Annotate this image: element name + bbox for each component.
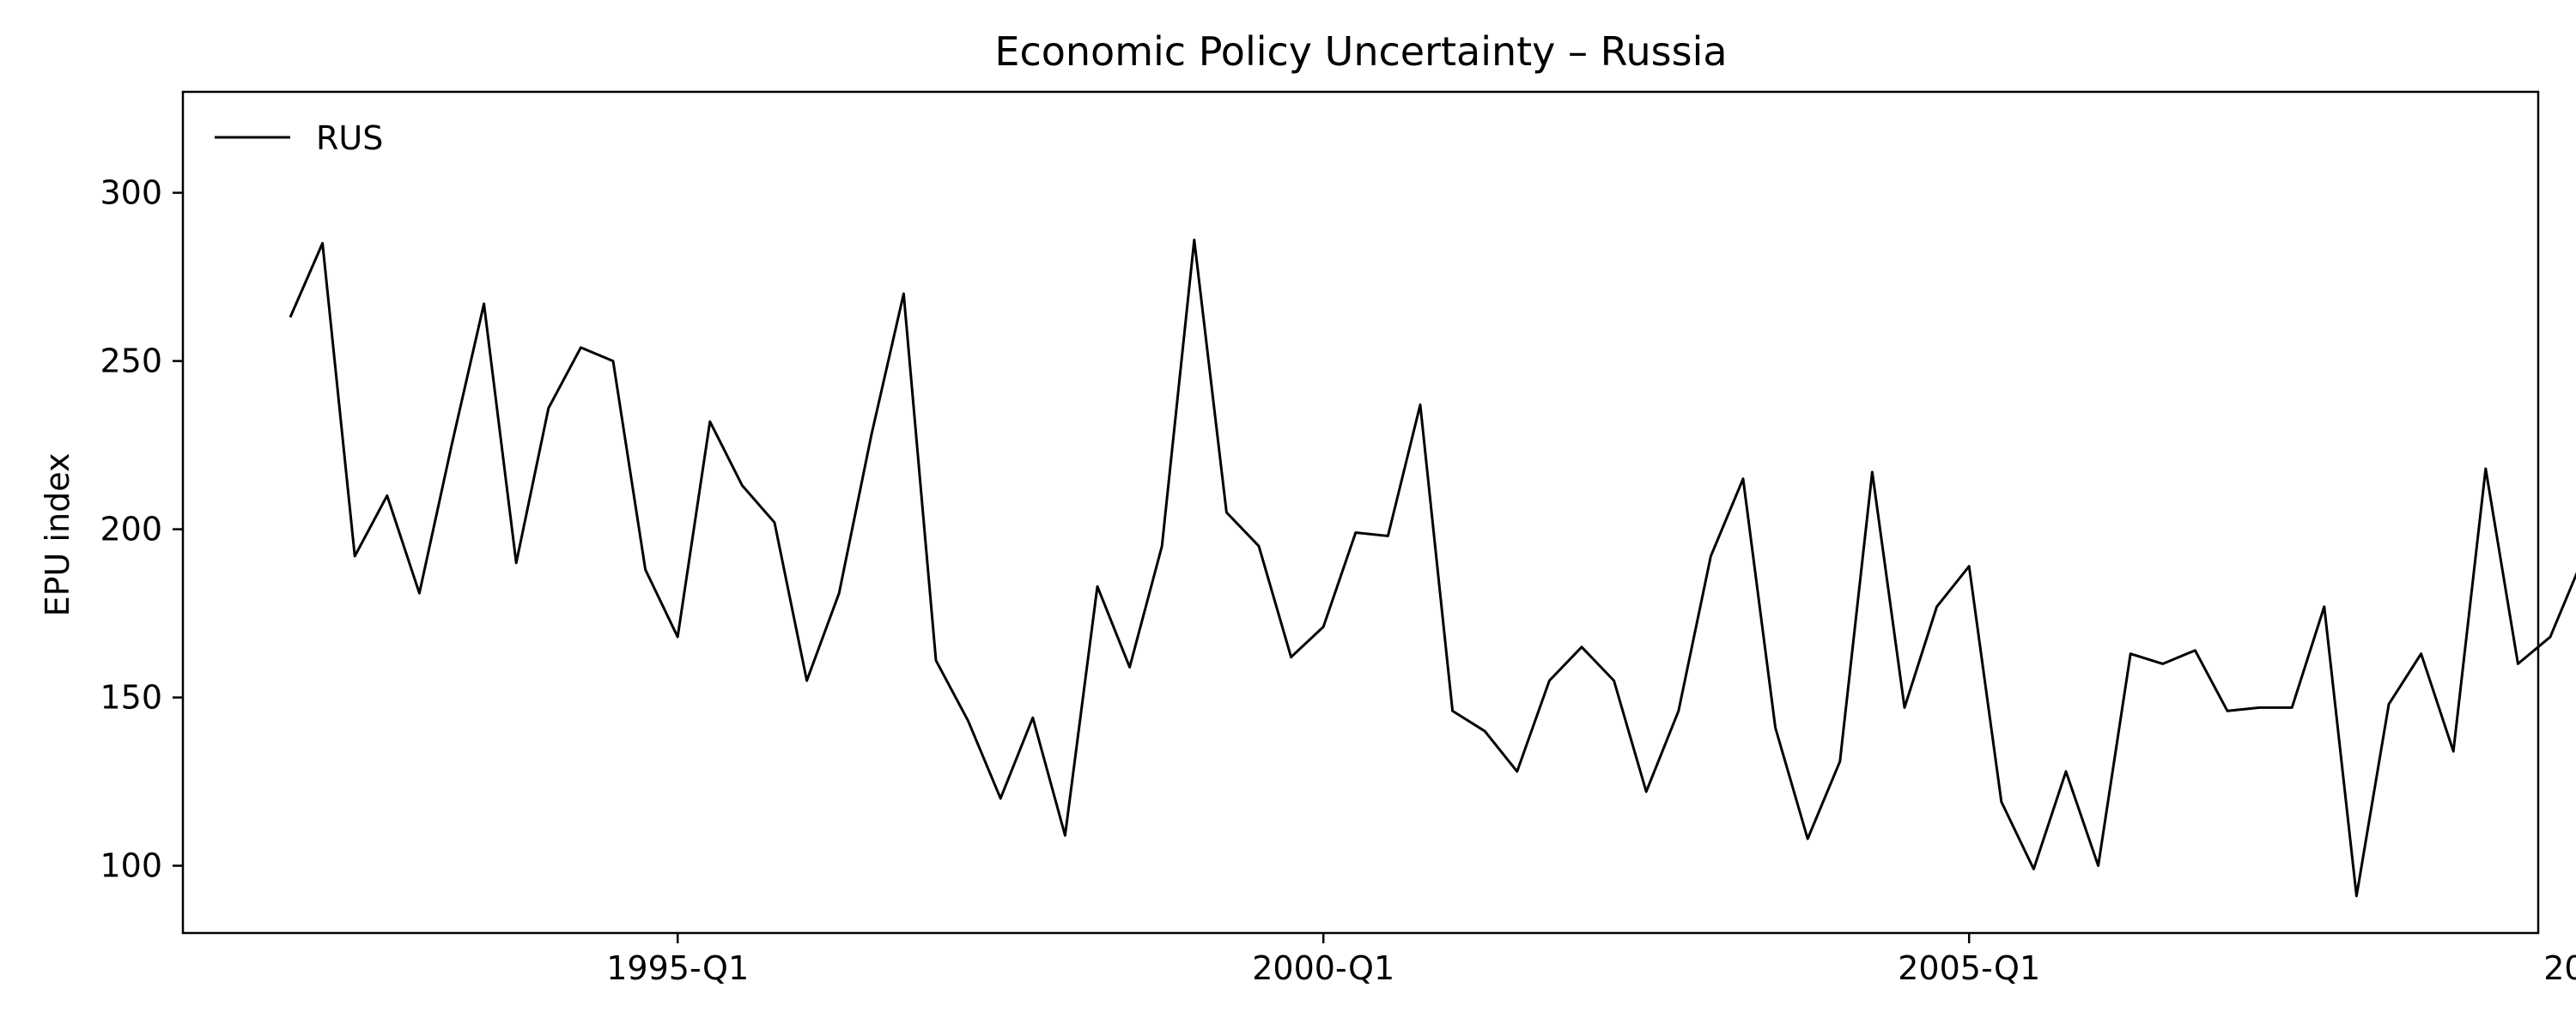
y-axis: 100 150 200 250 300 bbox=[100, 174, 183, 885]
x-tick-label: 2000-Q1 bbox=[1252, 949, 1394, 987]
legend: RUS bbox=[215, 119, 383, 157]
x-axis: 1995-Q12000-Q12005-Q12010-Q12015-Q12020-… bbox=[606, 933, 2576, 987]
series-line-rus bbox=[289, 238, 2576, 898]
x-tick-label: 1995-Q1 bbox=[606, 949, 749, 987]
chart-title: Economic Policy Uncertainty – Russia bbox=[994, 28, 1727, 75]
plot-area bbox=[181, 90, 2540, 935]
y-tick-label: 200 bbox=[100, 511, 162, 548]
legend-label-rus: RUS bbox=[316, 119, 383, 157]
y-tick-label: 300 bbox=[100, 174, 162, 212]
x-tick-label: 2005-Q1 bbox=[1898, 949, 2040, 987]
y-tick-label: 100 bbox=[100, 847, 162, 885]
y-axis-label: EPU index bbox=[39, 453, 76, 617]
y-tick-label: 250 bbox=[100, 342, 162, 380]
y-tick-label: 150 bbox=[100, 679, 162, 717]
x-tick-label: 2010-Q1 bbox=[2543, 949, 2576, 987]
